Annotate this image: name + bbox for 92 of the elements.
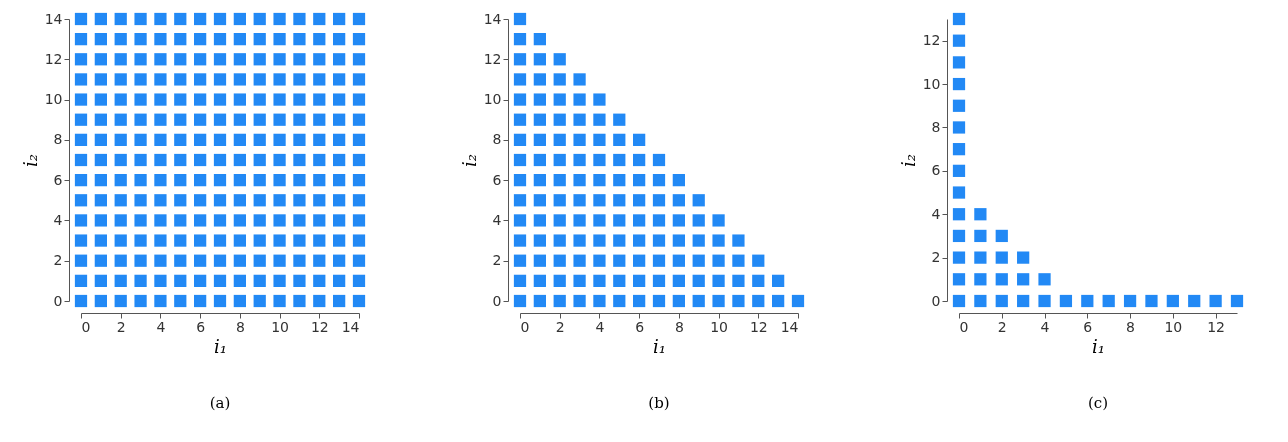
y-tick-label: 2	[931, 249, 941, 266]
y-tick-label: 12	[483, 50, 502, 67]
point	[974, 229, 987, 243]
x-tick-label: 8	[235, 318, 245, 335]
point	[952, 164, 966, 177]
x-tick-label: 4	[595, 318, 605, 335]
point	[1038, 273, 1051, 286]
point	[952, 34, 966, 47]
y-tick-label: 0	[53, 292, 63, 309]
point	[974, 208, 987, 221]
y-tick-label: 12	[44, 50, 63, 67]
x-tick-label: 8	[674, 318, 684, 335]
y-tick-label: 8	[492, 131, 502, 148]
x-axis-title: i₁	[1092, 335, 1105, 357]
point	[974, 273, 987, 286]
point	[1102, 294, 1115, 308]
point	[952, 186, 966, 199]
x-tick-label: 4	[156, 318, 166, 335]
point	[1017, 273, 1030, 286]
point	[1081, 294, 1094, 308]
point	[1017, 294, 1030, 308]
x-tick-label: 14	[780, 318, 799, 335]
y-tick-label: 12	[922, 32, 941, 49]
x-tick-label: 14	[341, 318, 360, 335]
y-tick-label: 6	[492, 171, 502, 188]
x-tick-label: 2	[555, 318, 565, 335]
x-tick-label: 8	[1126, 318, 1136, 335]
point	[995, 229, 1008, 243]
y-axis-title: i₂	[897, 154, 919, 167]
point	[1209, 294, 1222, 308]
y-tick-label: 2	[492, 252, 502, 269]
point	[1230, 294, 1244, 308]
point	[952, 208, 966, 221]
y-tick-label: 4	[53, 211, 63, 228]
y-tick-label: 14	[483, 10, 502, 27]
y-tick-label: 4	[931, 205, 941, 222]
point	[974, 251, 987, 264]
y-tick-label: 8	[53, 131, 63, 148]
point	[952, 12, 966, 26]
point	[952, 56, 966, 69]
point	[1145, 294, 1158, 308]
point	[1038, 294, 1051, 308]
point	[995, 294, 1008, 308]
x-tick-label: 0	[520, 318, 530, 335]
x-tick-label: 6	[1083, 318, 1093, 335]
y-tick-label: 0	[492, 292, 502, 309]
y-tick-label: 0	[931, 292, 941, 309]
x-tick-label: 10	[271, 318, 289, 335]
y-axis-title: i₂	[458, 154, 480, 167]
point	[974, 294, 987, 308]
y-tick-label: 8	[931, 118, 941, 135]
x-tick-label: 6	[635, 318, 645, 335]
x-tick-label: 0	[81, 318, 91, 335]
text: (c)	[1087, 394, 1109, 412]
x-tick-label: 6	[196, 318, 206, 335]
x-tick-label: 12	[749, 318, 768, 335]
x-axis-title: i₁	[214, 335, 227, 357]
point	[1059, 294, 1073, 308]
x-tick-label: 12	[1207, 318, 1226, 335]
point	[1123, 294, 1137, 308]
point	[952, 294, 966, 308]
y-tick-label: 14	[44, 10, 63, 27]
text: (a)	[209, 394, 231, 412]
point	[952, 99, 966, 112]
point	[952, 143, 966, 156]
x-tick-label: 10	[1164, 318, 1183, 335]
y-tick-label: 6	[931, 162, 941, 179]
x-tick-label: 2	[997, 318, 1007, 335]
y-tick-label: 6	[53, 171, 63, 188]
x-tick-label: 4	[1040, 318, 1050, 335]
y-axis-title: i₂	[19, 154, 41, 167]
x-tick-label: 10	[710, 318, 728, 335]
y-tick-label: 10	[44, 91, 63, 108]
text: (b)	[648, 394, 670, 412]
x-tick-label: 2	[116, 318, 126, 335]
x-tick-label: 0	[959, 318, 969, 335]
point	[952, 229, 966, 243]
x-tick-label: 12	[310, 318, 329, 335]
point	[1017, 251, 1030, 264]
point	[995, 273, 1008, 286]
y-tick-label: 10	[483, 91, 502, 108]
point	[952, 251, 966, 264]
point	[952, 77, 966, 91]
y-tick-label: 2	[53, 252, 63, 269]
point	[952, 121, 966, 134]
point	[952, 273, 966, 286]
y-tick-label: 4	[492, 211, 502, 228]
point	[1166, 294, 1179, 308]
point	[1188, 294, 1201, 308]
y-tick-label: 10	[922, 75, 941, 92]
x-axis-title: i₁	[653, 335, 666, 357]
point	[995, 251, 1008, 264]
